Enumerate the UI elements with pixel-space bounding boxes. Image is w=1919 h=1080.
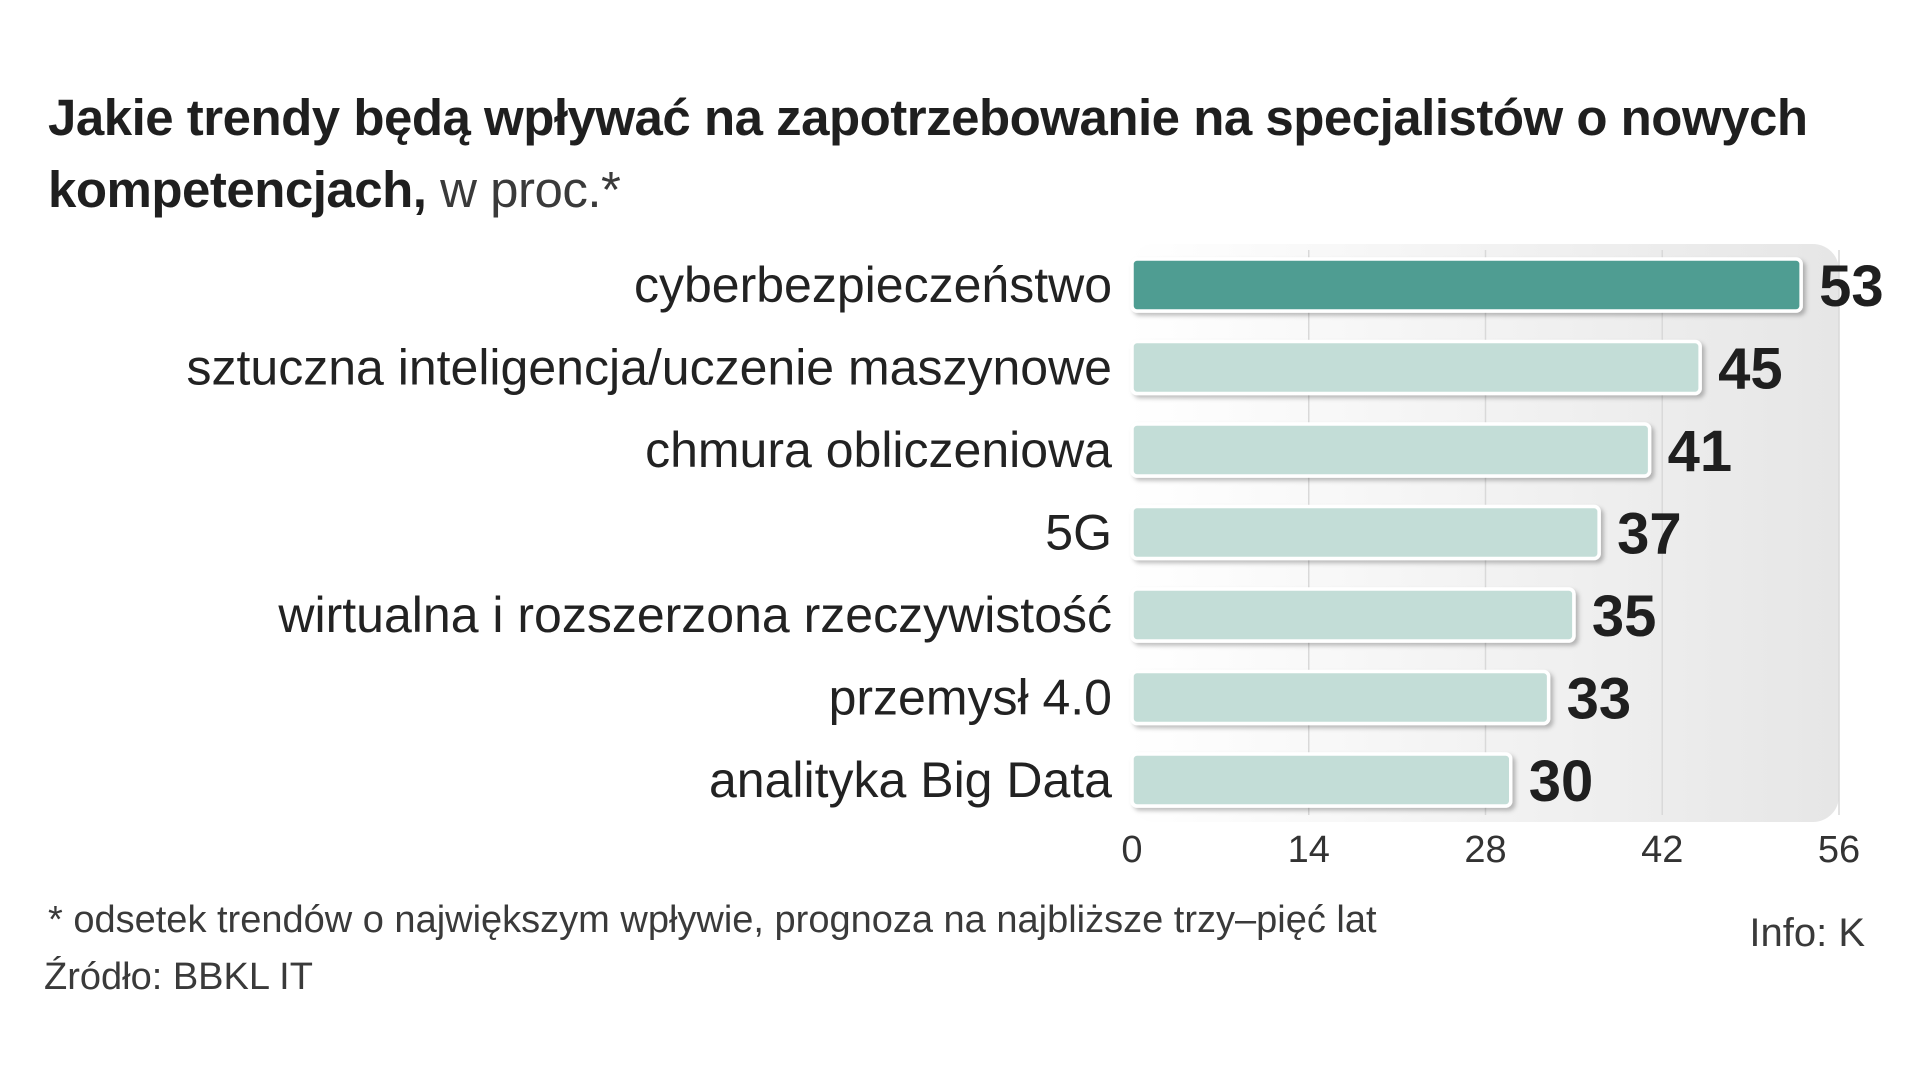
chart-title-unit: w proc.* [440,161,621,218]
category-label: przemysł 4.0 [829,670,1112,726]
value-label: 30 [1529,749,1594,814]
footnote: * odsetek trendów o największym wpływie,… [48,899,1377,941]
source-note: Źródło: BBKL IT [44,956,313,998]
value-label: 45 [1718,337,1783,402]
value-label: 33 [1567,667,1632,732]
info-credit: Info: K [1749,911,1865,955]
x-tick-label: 56 [1818,829,1860,871]
bar-chart: cyberbezpieczeństwo sztuczna inteligencja… [187,244,1884,871]
chart-title-main: Jakie trendy będą wpływać na zapotrzebow… [48,89,1808,218]
value-labels: 53 45 41 37 35 33 30 [1529,254,1884,814]
bar-1 [1130,257,1803,313]
category-label: cyberbezpieczeństwo [634,257,1112,313]
value-label: 41 [1668,419,1733,484]
category-label: sztuczna inteligencja/uczenie maszynowe [187,340,1113,396]
chart-title: Jakie trendy będą wpływać na zapotrzebow… [48,82,1868,226]
x-axis-ticks: 0 14 28 42 56 [1121,829,1860,871]
bars [1130,257,1803,808]
bar-4 [1130,504,1601,561]
category-labels: cyberbezpieczeństwo sztuczna inteligencja… [187,257,1113,808]
value-label: 37 [1617,502,1682,567]
category-label: chmura obliczeniowa [645,422,1112,478]
x-tick-label: 14 [1288,829,1330,871]
bar-5 [1130,587,1576,643]
bar-2 [1130,339,1702,396]
value-label: 53 [1819,254,1884,319]
bar-3 [1130,422,1652,478]
value-label: 35 [1592,584,1657,649]
bar-6 [1130,669,1551,726]
bar-7 [1130,752,1513,808]
category-label: 5G [1045,505,1112,561]
category-label: analityka Big Data [709,752,1112,808]
category-label: wirtualna i rozszerzona rzeczywistość [277,587,1112,643]
x-tick-label: 42 [1641,829,1683,871]
x-tick-label: 28 [1464,829,1506,871]
x-tick-label: 0 [1121,829,1142,871]
